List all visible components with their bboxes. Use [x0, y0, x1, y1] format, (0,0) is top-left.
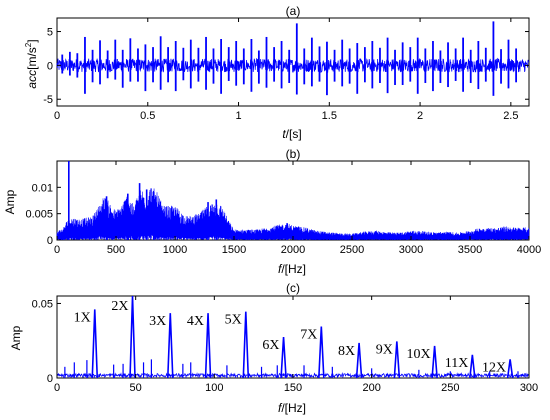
x-tick-label: 100 [205, 382, 223, 394]
panel-b-spectrum: (b) 0 500 1000 1500 2000 2500 3000 3500 4000 0 0.… [3, 147, 541, 276]
panel-c-x-ticks: 0 50 100 150 200 250 300 [54, 296, 538, 394]
x-tick-label: 2500 [340, 244, 364, 256]
panel-a-xlabel: t/[s] [282, 127, 301, 141]
panel-b-xlabel-var: f [278, 262, 283, 276]
y-tick-label: 0 [47, 373, 53, 385]
panel-b-title: (b) [286, 147, 301, 161]
x-tick-label: 200 [362, 382, 380, 394]
panel-a-xlabel-var: t [282, 127, 286, 141]
harmonic-label: 8X [338, 344, 355, 359]
harmonic-label: 1X [74, 310, 91, 325]
panel-a-x-ticks: 0 0.5 1 1.5 2 2.5 [54, 18, 518, 122]
panel-b-xlabel: f/[Hz] [278, 262, 306, 276]
harmonic-label: 7X [300, 328, 317, 343]
x-tick-label: 3500 [458, 244, 482, 256]
panel-b-ylabel: Amp [3, 189, 17, 214]
panel-a-ylabel-exp: 2 [24, 42, 33, 47]
x-tick-label: 300 [520, 382, 538, 394]
harmonic-peak [242, 311, 250, 379]
x-tick-label: 250 [441, 382, 459, 394]
x-tick-label: 0 [54, 382, 60, 394]
panel-a-ylabel-unit: [m/s [25, 47, 39, 70]
y-tick-label: 0.005 [25, 209, 53, 221]
signal-trace [56, 57, 530, 74]
x-tick-label: 50 [130, 382, 142, 394]
x-tick-label: 1 [235, 110, 241, 122]
panel-b-xlabel-unit: /[Hz] [281, 262, 306, 276]
panel-a-xlabel-unit: /[s] [286, 127, 302, 141]
panel-a-title: (a) [286, 4, 301, 18]
harmonic-peak [129, 295, 136, 379]
harmonic-peak [431, 345, 438, 379]
x-tick-label: 150 [284, 382, 302, 394]
panel-b-x-ticks: 0 500 1000 1500 2000 2500 3000 3500 4000 [54, 161, 541, 256]
panel-c-ylabel: Amp [9, 325, 23, 350]
y-tick-label: 0 [47, 60, 53, 72]
y-tick-label: 0 [47, 235, 53, 247]
x-tick-label: 0.5 [140, 110, 155, 122]
panel-a-time-signal: (a) 0 0.5 1 1.5 2 2.5 -505 t/[s] acc[m/s2] [24, 4, 530, 141]
x-tick-label: 2000 [281, 244, 305, 256]
panel-a-y-ticks: -5 0 5 [43, 27, 529, 106]
harmonic-peak [355, 342, 363, 379]
panel-c-y-ticks: 00.05 [32, 298, 529, 385]
x-tick-label: 2 [417, 110, 423, 122]
panel-c-xlabel-unit: /[Hz] [281, 401, 306, 415]
panel-a-ylabel-close: ] [25, 39, 39, 42]
x-tick-label: 3000 [399, 244, 423, 256]
spectrum-trace [56, 188, 530, 241]
harmonic-label: 10X [406, 347, 430, 362]
x-tick-label: 4000 [517, 244, 541, 256]
harmonic-peak [204, 313, 212, 379]
x-tick-label: 1500 [222, 244, 246, 256]
harmonic-peak [318, 326, 325, 379]
harmonic-peak [91, 309, 99, 379]
y-tick-label: 5 [47, 27, 53, 39]
x-tick-label: 1.5 [322, 110, 337, 122]
x-tick-label: 0 [54, 110, 60, 122]
harmonic-label: 2X [111, 299, 128, 314]
harmonic-peak [166, 313, 174, 379]
harmonic-peak [469, 354, 476, 379]
panel-c-xlabel: f/[Hz] [278, 401, 306, 415]
y-tick-label: -5 [43, 94, 53, 106]
panel-c-xlabel-var: f [278, 401, 283, 415]
y-tick-label: 0.05 [32, 298, 53, 310]
x-tick-label: 0 [54, 244, 60, 256]
x-tick-label: 500 [107, 244, 125, 256]
x-tick-label: 1000 [163, 244, 187, 256]
harmonic-label: 3X [149, 314, 166, 329]
harmonic-label: 6X [262, 338, 279, 353]
harmonic-label: 4X [187, 314, 204, 329]
x-tick-label: 2.5 [503, 110, 518, 122]
panel-a-plot-area [56, 17, 530, 107]
panel-c-envelope-spectrum: (c) 1X 2X 3X 4X 5X 6X 7X 8X 9X 10X 11X 12X 0 50 100 15… [9, 281, 538, 415]
harmonic-label: 9X [376, 342, 393, 357]
harmonic-label: 5X [225, 313, 242, 328]
harmonic-label: 11X [445, 356, 469, 371]
panel-c-title: (c) [286, 281, 300, 295]
panel-b-y-ticks: 0 0.005 0.01 [25, 182, 529, 247]
panel-a-ylabel: acc[m/s2] [24, 39, 39, 88]
harmonic-peak [280, 336, 287, 379]
harmonic-peak [506, 359, 514, 379]
y-tick-label: 0.01 [32, 182, 53, 194]
harmonic-peak [393, 341, 401, 379]
harmonic-label: 12X [482, 360, 506, 375]
panel-a-ylabel-var: acc [25, 70, 39, 89]
